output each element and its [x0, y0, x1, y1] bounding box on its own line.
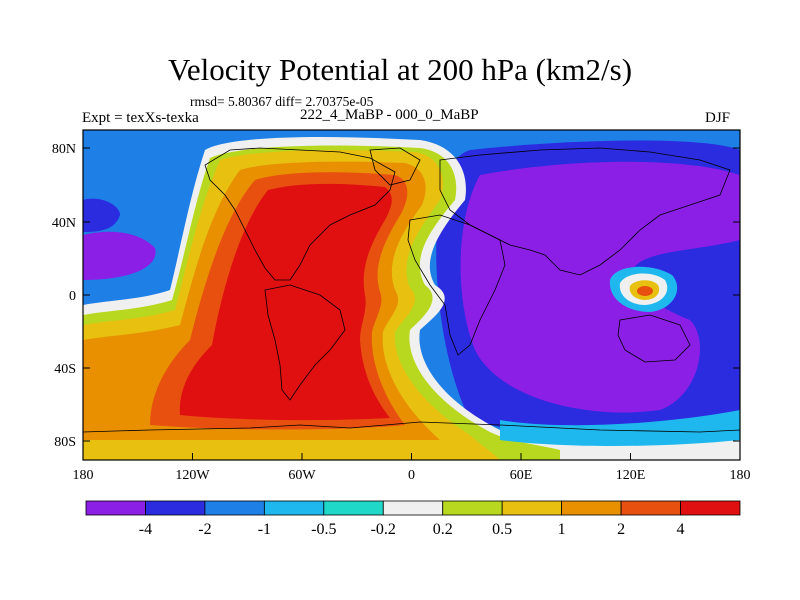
- comparison-label: 222_4_MaBP - 000_0_MaBP: [300, 107, 479, 123]
- y-axis: [83, 147, 740, 442]
- colorbar-label: -0.5: [311, 521, 336, 538]
- colorbar-swatch: [204, 500, 265, 516]
- colorbar-swatch: [620, 500, 681, 516]
- experiment-label: Expt = texXs-texka: [82, 110, 199, 126]
- colorbar-label: 0.2: [433, 521, 453, 538]
- colorbar-label: -2: [198, 521, 211, 538]
- x-tick-180-left: 180: [73, 468, 94, 483]
- x-tick-60W: 60W: [288, 468, 316, 483]
- plot-title: Velocity Potential at 200 hPa (km2/s): [167, 52, 633, 87]
- colorbar-swatch: [442, 500, 503, 516]
- colorbar: -4 -2 -1 -0.5 -0.2 0.2 0.5 1 2 4: [85, 500, 741, 538]
- colorbar-label: -1: [258, 521, 271, 538]
- x-tick-0: 0: [408, 468, 415, 483]
- contour-south-band: [500, 410, 740, 446]
- contour-field: [83, 130, 740, 460]
- x-axis: [82, 453, 741, 460]
- colorbar-swatch: [501, 500, 563, 516]
- colorbar-label: 2: [617, 521, 625, 538]
- x-tick-60E: 60E: [510, 468, 533, 483]
- rmsd-stats: rmsd= 5.80367 diff= 2.70375e-05: [190, 94, 374, 109]
- colorbar-label: 1: [558, 521, 566, 538]
- colorbar-swatch: [680, 500, 741, 516]
- colorbar-swatch: [323, 500, 384, 516]
- colorbar-swatch: [145, 500, 206, 516]
- colorbar-swatch: [382, 500, 444, 516]
- y-tick-40N: 40N: [52, 216, 76, 231]
- coastlines: [83, 147, 740, 433]
- colorbar-label: -4: [139, 521, 152, 538]
- colorbar-label: 0.5: [492, 521, 512, 538]
- contour-pos-4: [179, 183, 392, 421]
- x-tick-180-right: 180: [730, 468, 751, 483]
- contour-blob-4: [637, 286, 653, 296]
- contour-neg-left: [83, 231, 156, 280]
- colorbar-swatch: [263, 500, 325, 516]
- x-tick-120W: 120W: [175, 468, 210, 483]
- contour-neg-3: [460, 161, 740, 413]
- colorbar-swatch: [561, 500, 622, 516]
- y-tick-80S: 80S: [54, 435, 76, 450]
- colorbar-swatch: [85, 500, 146, 516]
- y-tick-80N: 80N: [52, 142, 76, 157]
- y-tick-0: 0: [69, 289, 76, 304]
- season-label: DJF: [705, 110, 731, 126]
- colorbar-label: 4: [677, 521, 685, 538]
- y-tick-40S: 40S: [54, 362, 76, 377]
- x-tick-120E: 120E: [616, 468, 646, 483]
- contour-neg-left-2: [83, 198, 120, 232]
- colorbar-label: -0.2: [371, 521, 396, 538]
